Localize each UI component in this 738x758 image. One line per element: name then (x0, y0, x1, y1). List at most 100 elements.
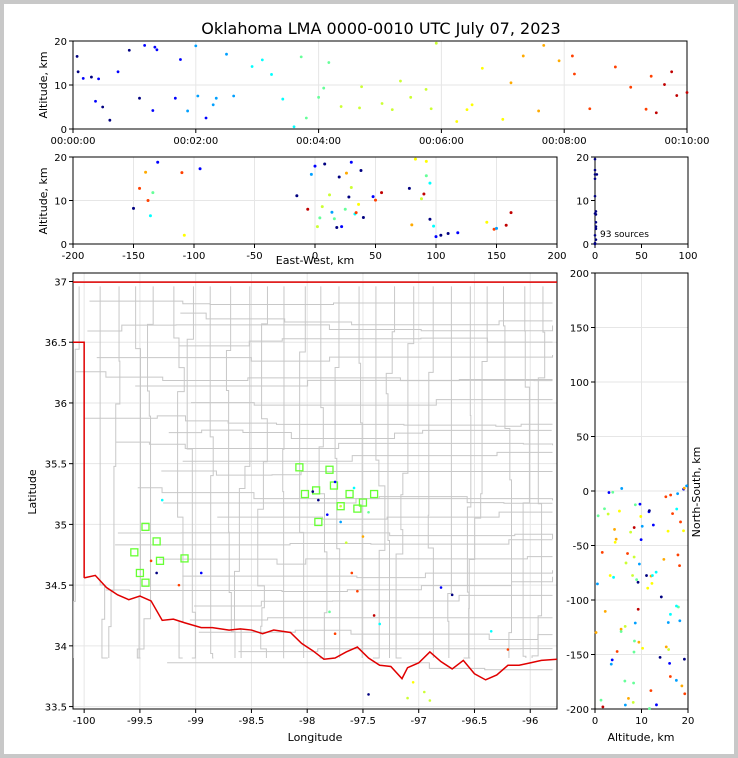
x-tick-label: -99 (188, 716, 204, 727)
source-point (521, 54, 525, 58)
county-line (87, 324, 554, 332)
source-point (292, 125, 296, 129)
y-tick-label: -200 (566, 705, 589, 716)
source-point (153, 45, 157, 49)
source-point (627, 696, 630, 700)
source-point (456, 231, 460, 235)
source-point (148, 214, 152, 218)
source-point (434, 41, 438, 45)
county-line (75, 371, 553, 382)
lma-station-marker (295, 463, 304, 472)
source-point (317, 498, 320, 502)
time-altitude-panel: Altitude, km 00:00:00 00:02:00 00:04:00 00:… (37, 37, 709, 147)
figure-title: Oklahoma LMA 0000-0010 UTC July 07, 2023 (201, 19, 560, 38)
county-line (178, 337, 553, 347)
source-point (313, 164, 317, 168)
source-point (232, 94, 236, 98)
source-point (179, 58, 182, 61)
source-point (612, 575, 615, 579)
source-point (611, 490, 615, 494)
x-tick-label: 150 (487, 251, 506, 262)
source-point (428, 181, 432, 185)
x-tick-label: 100 (426, 251, 445, 262)
source-point (304, 116, 308, 120)
source-point (367, 510, 370, 514)
source-point (685, 91, 689, 94)
source-point (325, 513, 329, 516)
red-river-border (83, 574, 558, 681)
county-line (395, 286, 415, 659)
source-point (679, 520, 682, 524)
y-tick-label: -50 (573, 542, 589, 553)
y-tick-label: 35.5 (45, 460, 67, 471)
p2-xlabel: East-West, km (276, 254, 354, 267)
source-point (676, 492, 680, 496)
source-point (422, 690, 426, 694)
county-line (116, 441, 554, 449)
source-point (424, 159, 428, 163)
y-tick-label: -100 (566, 596, 589, 607)
source-point (352, 486, 356, 490)
x-tick-label: 0 (592, 716, 598, 727)
source-point (155, 571, 158, 575)
state-border-west (73, 341, 85, 578)
histogram-point (593, 234, 597, 237)
source-point (320, 205, 324, 209)
source-point (676, 553, 680, 557)
county-line (282, 286, 285, 659)
source-point (333, 632, 337, 636)
source-point (631, 701, 635, 704)
x-tick-label: 0 (312, 251, 318, 262)
source-point (450, 593, 454, 597)
source-point (658, 655, 662, 659)
source-point (632, 681, 635, 685)
county-line (117, 532, 554, 539)
y-tick-label: 20 (54, 153, 67, 164)
county-line (194, 594, 553, 607)
x-tick-label: -98 (299, 716, 315, 727)
source-point (406, 696, 409, 700)
source-point (601, 705, 605, 709)
x-tick-label: -98.5 (238, 716, 264, 727)
source-point (655, 703, 658, 707)
lma-station-marker (353, 504, 362, 513)
source-point (489, 629, 493, 633)
source-point (108, 118, 112, 122)
source-point (607, 491, 611, 494)
sources-count-label: 93 sources (600, 230, 649, 240)
source-point (654, 111, 658, 115)
source-point (542, 44, 546, 47)
y-tick-label: 50 (576, 433, 589, 444)
county-line (385, 286, 396, 658)
source-point (422, 192, 426, 196)
source-point (641, 646, 644, 650)
county-line (198, 629, 553, 640)
source-point (380, 191, 384, 195)
source-point (675, 507, 679, 511)
source-point (318, 216, 322, 220)
x-tick-label: -97 (411, 716, 427, 727)
county-line (238, 648, 553, 653)
source-point (295, 194, 299, 198)
county-line (233, 286, 251, 658)
source-point (90, 75, 93, 79)
source-point (182, 233, 186, 237)
histogram-point (593, 173, 597, 176)
y-tick-label: 34.5 (45, 581, 67, 592)
source-point (94, 99, 97, 103)
x-tick-label: 00:08:00 (542, 136, 587, 147)
source-point (149, 559, 153, 563)
x-tick-label: -96.5 (462, 716, 488, 727)
source-point (361, 535, 365, 538)
source-point (682, 657, 686, 661)
x-tick-label: -150 (122, 251, 145, 262)
source-point (674, 678, 678, 682)
histogram-point (594, 227, 598, 231)
county-line (225, 286, 236, 658)
county-line (427, 286, 434, 658)
source-point (470, 103, 474, 107)
source-point (636, 607, 640, 611)
source-point (335, 225, 339, 229)
source-point (323, 162, 327, 166)
source-point (599, 698, 603, 702)
